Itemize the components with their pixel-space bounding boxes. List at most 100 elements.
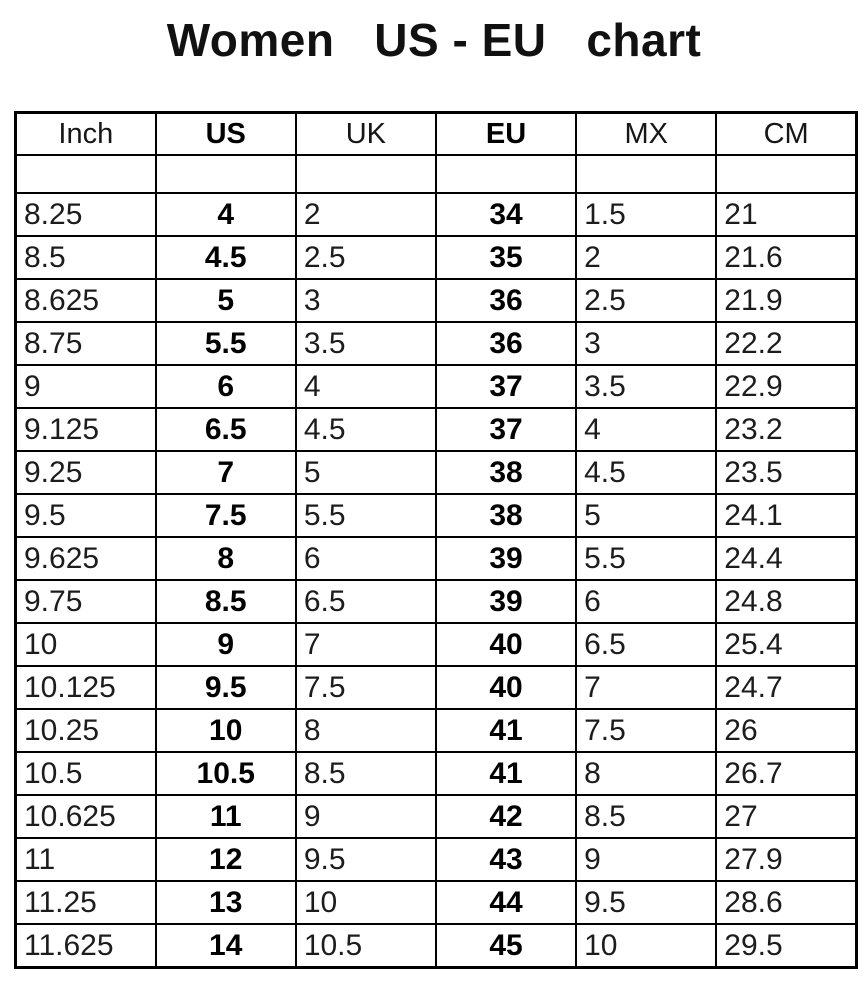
table-cell-eu: 36 — [434, 278, 578, 323]
table-cell-eu: 36 — [434, 321, 578, 366]
table-row: 9.75 8.5 6.5 39 6 24.8 — [14, 579, 858, 624]
table-cell-eu: 38 — [434, 450, 578, 495]
table-cell-us: 8 — [154, 536, 297, 581]
size-conversion-table: Inch US UK EU MX CM 8.25 4 2 34 1.5 21 8.5 4.5 2.5 35 2… — [14, 111, 858, 969]
table-cell-us: 9 — [154, 622, 297, 667]
table-row: 8.75 5.5 3.5 36 3 22.2 — [14, 321, 858, 366]
table-cell-eu: 45 — [434, 923, 578, 969]
table-cell-cm: 23.2 — [715, 407, 858, 452]
table-row: 10 9 7 40 6.5 25.4 — [14, 622, 858, 667]
table-cell-uk: 3.5 — [294, 321, 437, 366]
table-row: 8.5 4.5 2.5 35 2 21.6 — [14, 235, 858, 280]
column-header-us: US — [154, 111, 297, 156]
table-cell-inch: 10.125 — [14, 665, 157, 710]
table-row: 10.625 11 9 42 8.5 27 — [14, 794, 858, 839]
table-cell-inch: 8.625 — [14, 278, 157, 323]
table-cell-us: 5 — [154, 278, 297, 323]
blank-cell — [294, 154, 437, 194]
table-cell-inch: 9.5 — [14, 493, 157, 538]
table-cell-eu: 39 — [434, 579, 578, 624]
table-row: 11.25 13 10 44 9.5 28.6 — [14, 880, 858, 925]
table-row: 9.5 7.5 5.5 38 5 24.1 — [14, 493, 858, 538]
table-cell-mx: 8.5 — [575, 794, 718, 839]
table-cell-eu: 41 — [434, 751, 578, 796]
table-cell-eu: 34 — [434, 192, 578, 237]
table-cell-mx: 6.5 — [575, 622, 718, 667]
blank-cell — [434, 154, 578, 194]
table-row: 8.25 4 2 34 1.5 21 — [14, 192, 858, 237]
table-cell-eu: 41 — [434, 708, 578, 753]
table-cell-mx: 2 — [575, 235, 718, 280]
table-cell-cm: 24.8 — [715, 579, 858, 624]
table-cell-cm: 25.4 — [715, 622, 858, 667]
table-cell-cm: 27 — [715, 794, 858, 839]
table-cell-cm: 26.7 — [715, 751, 858, 796]
table-cell-uk: 2.5 — [294, 235, 437, 280]
table-cell-eu: 37 — [434, 364, 578, 409]
table-cell-cm: 21.9 — [715, 278, 858, 323]
table-cell-us: 8.5 — [154, 579, 297, 624]
table-cell-us: 12 — [154, 837, 297, 882]
table-cell-us: 9.5 — [154, 665, 297, 710]
table-cell-us: 7.5 — [154, 493, 297, 538]
column-header-eu: EU — [434, 111, 578, 156]
table-cell-mx: 8 — [575, 751, 718, 796]
column-header-uk: UK — [294, 111, 437, 156]
table-cell-cm: 23.5 — [715, 450, 858, 495]
table-cell-us: 11 — [154, 794, 297, 839]
table-cell-mx: 4 — [575, 407, 718, 452]
table-cell-mx: 2.5 — [575, 278, 718, 323]
table-cell-mx: 5 — [575, 493, 718, 538]
table-cell-mx: 3 — [575, 321, 718, 366]
table-body: 8.25 4 2 34 1.5 21 8.5 4.5 2.5 35 2 21.6 8.625 5 3 36 2.… — [14, 154, 858, 969]
table-cell-eu: 40 — [434, 665, 578, 710]
table-cell-cm: 26 — [715, 708, 858, 753]
table-row: 8.625 5 3 36 2.5 21.9 — [14, 278, 858, 323]
table-row: 11.625 14 10.5 45 10 29.5 — [14, 923, 858, 969]
table-cell-inch: 8.75 — [14, 321, 157, 366]
table-cell-eu: 39 — [434, 536, 578, 581]
table-cell-eu: 35 — [434, 235, 578, 280]
table-cell-inch: 9.125 — [14, 407, 157, 452]
table-cell-mx: 4.5 — [575, 450, 718, 495]
table-cell-inch: 10 — [14, 622, 157, 667]
table-cell-cm: 24.4 — [715, 536, 858, 581]
table-cell-inch: 10.625 — [14, 794, 157, 839]
table-cell-cm: 27.9 — [715, 837, 858, 882]
table-cell-us: 14 — [154, 923, 297, 969]
table-cell-cm: 24.7 — [715, 665, 858, 710]
table-cell-cm: 29.5 — [715, 923, 858, 969]
table-cell-eu: 43 — [434, 837, 578, 882]
table-cell-uk: 2 — [294, 192, 437, 237]
table-cell-mx: 9 — [575, 837, 718, 882]
table-row: 11 12 9.5 43 9 27.9 — [14, 837, 858, 882]
table-cell-uk: 7.5 — [294, 665, 437, 710]
table-row: 9.25 7 5 38 4.5 23.5 — [14, 450, 858, 495]
table-row: 10.5 10.5 8.5 41 8 26.7 — [14, 751, 858, 796]
table-cell-us: 7 — [154, 450, 297, 495]
table-row: 9.125 6.5 4.5 37 4 23.2 — [14, 407, 858, 452]
table-cell-mx: 5.5 — [575, 536, 718, 581]
table-cell-us: 4.5 — [154, 235, 297, 280]
table-cell-inch: 9.25 — [14, 450, 157, 495]
table-cell-uk: 10 — [294, 880, 437, 925]
table-header: Inch US UK EU MX CM — [14, 111, 858, 156]
table-cell-inch: 11.625 — [14, 923, 157, 969]
table-cell-eu: 42 — [434, 794, 578, 839]
table-cell-mx: 10 — [575, 923, 718, 969]
table-cell-mx: 7 — [575, 665, 718, 710]
table-cell-eu: 38 — [434, 493, 578, 538]
table-cell-uk: 9.5 — [294, 837, 437, 882]
table-cell-us: 4 — [154, 192, 297, 237]
table-cell-us: 6.5 — [154, 407, 297, 452]
header-row: Inch US UK EU MX CM — [14, 111, 858, 156]
table-cell-uk: 8 — [294, 708, 437, 753]
table-cell-cm: 22.9 — [715, 364, 858, 409]
table-cell-us: 6 — [154, 364, 297, 409]
table-cell-cm: 21.6 — [715, 235, 858, 280]
table-cell-inch: 9.625 — [14, 536, 157, 581]
page-title: Women US - EU chart — [166, 14, 702, 66]
table-row: 10.125 9.5 7.5 40 7 24.7 — [14, 665, 858, 710]
table-cell-uk: 5 — [294, 450, 437, 495]
table-cell-inch: 8.5 — [14, 235, 157, 280]
